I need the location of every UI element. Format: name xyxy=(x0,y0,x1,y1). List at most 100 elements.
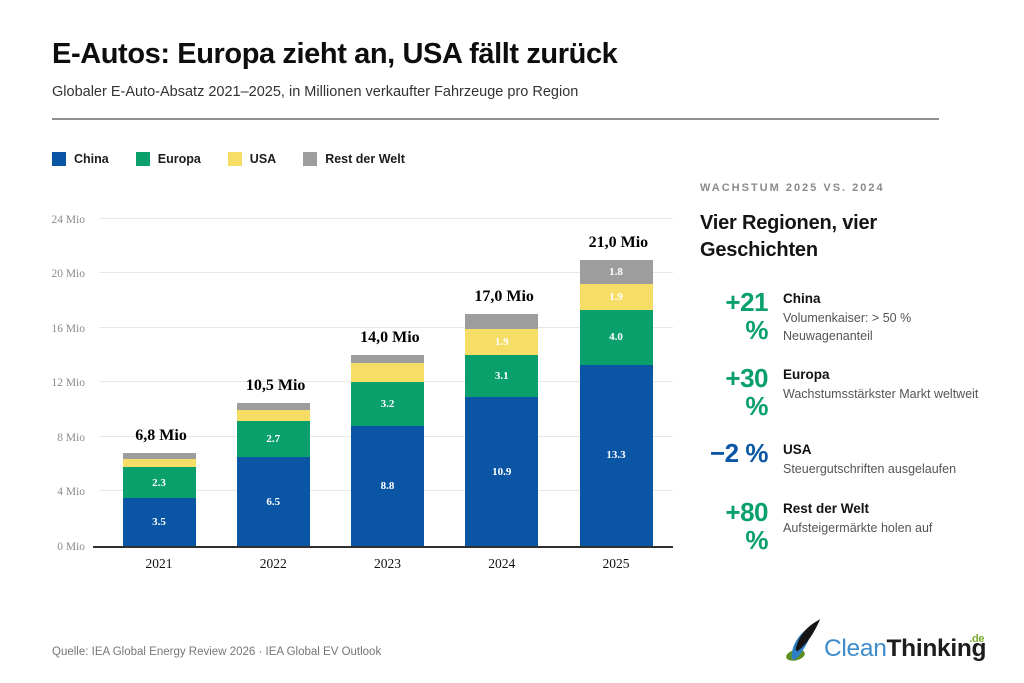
bar-total-label: 10,5 Mio xyxy=(245,376,306,394)
legend-item: China xyxy=(52,152,109,166)
stacked-bar-chart: 0 Mio 4 Mio 8 Mio 12 Mio 16 Mio 20 Mio 24 Mio 3… xyxy=(51,210,673,571)
page-subtitle: Globaler E-Auto-Absatz 2021–2025, in Mil… xyxy=(52,84,579,100)
bar-stack: 6.5 2.7 xyxy=(236,402,310,546)
segment-value-label: 10.9 xyxy=(492,465,512,478)
bar-segment-europa: 3.2 xyxy=(351,382,424,427)
stat-row: +80 % Rest der Welt Aufsteigermärkte holen… xyxy=(700,496,992,555)
bar-segment-rest-der-welt xyxy=(465,314,539,330)
stat-row: +30 % Europa Wachstumsstärkster Markt welt… xyxy=(700,364,992,420)
stat-region-label: Europa xyxy=(783,367,830,383)
cleanthinking-logo: CleanThinking.de xyxy=(786,617,987,669)
logo-wordmark: CleanThinking.de xyxy=(824,632,987,669)
y-tick-label: 16 Mio xyxy=(51,322,85,335)
stat-region-label: USA xyxy=(783,442,812,458)
bar-segment-usa xyxy=(236,409,310,421)
bar-segment-rest-der-welt xyxy=(236,402,310,410)
stats-sidebar: WACHSTUM 2025 VS. 2024 Vier Regionen, vi… xyxy=(700,182,992,554)
segment-value-label: 1.9 xyxy=(494,336,509,349)
stat-row: −2 % USA Steuergutschriften ausgelaufen xyxy=(700,439,992,478)
bar-stack: 13.3 4.0 1.9 1.8 xyxy=(579,259,653,546)
chart-legend: China Europa USA Rest der Welt xyxy=(52,152,405,166)
stat-body: USA Steuergutschriften ausgelaufen xyxy=(783,439,991,478)
gridline xyxy=(99,272,673,274)
bar-segment-rest-der-welt xyxy=(351,355,424,364)
gridline xyxy=(99,326,673,328)
stat-value: +30 % xyxy=(725,363,768,422)
legend-swatch xyxy=(303,152,318,166)
legend-label: Europa xyxy=(157,152,201,166)
bar-segment-china: 6.5 xyxy=(236,457,310,546)
y-tick-label: 12 Mio xyxy=(51,377,85,390)
segment-value-label: 8.8 xyxy=(380,479,395,492)
bar-stack: 3.5 2.3 xyxy=(122,453,196,546)
sidebar-kicker: WACHSTUM 2025 VS. 2024 xyxy=(700,182,885,194)
y-tick-label: 0 Mio xyxy=(57,541,85,553)
stat-value: +80 % xyxy=(725,496,768,555)
segment-value-label: 1.8 xyxy=(609,265,623,278)
stat-body: China Volumenkaiser: > 50 % Neuwagenantei… xyxy=(783,288,991,345)
segment-value-label: 13.3 xyxy=(606,449,626,462)
bar-segment-china: 13.3 xyxy=(579,364,653,546)
stat-region-label: China xyxy=(783,291,821,306)
stat-region-label: Rest der Welt xyxy=(783,500,870,516)
stat-description: Volumenkaiser: > 50 % Neuwagenanteil xyxy=(783,311,912,344)
x-tick-label: 2025 xyxy=(602,556,630,571)
y-tick-label: 4 Mio xyxy=(57,486,85,499)
x-tick-label: 2021 xyxy=(145,556,173,571)
bar-segment-europa: 3.1 xyxy=(465,355,539,398)
sidebar-heading: Vier Regionen, vier Geschichten xyxy=(700,212,878,261)
bar-segment-rest-der-welt xyxy=(122,453,196,459)
x-tick-label: 2024 xyxy=(488,556,516,571)
y-tick-label: 8 Mio xyxy=(57,431,85,444)
bar-segment-rest-der-welt: 1.8 xyxy=(579,259,653,285)
x-tick-label: 2023 xyxy=(374,556,401,571)
logo-tld: .de xyxy=(969,632,985,645)
legend-label: China xyxy=(74,152,109,166)
bar-segment-usa xyxy=(351,363,424,383)
source-note: Quelle: IEA Global Energy Review 2026 · … xyxy=(52,646,382,658)
bar-segment-china: 8.8 xyxy=(351,426,424,546)
legend-item: USA xyxy=(227,152,276,166)
segment-value-label: 4.0 xyxy=(609,331,623,344)
stats-list: +21 % China Volumenkaiser: > 50 % Neuwagen… xyxy=(700,288,992,554)
bar-segment-usa: 1.9 xyxy=(579,284,653,311)
bar-stack: 8.8 3.2 xyxy=(351,355,424,546)
bar-segment-europa: 2.7 xyxy=(236,420,310,458)
segment-value-label: 6.5 xyxy=(266,495,281,508)
header-divider xyxy=(52,118,939,120)
bar-total-label: 6,8 Mio xyxy=(135,427,187,445)
bar-segment-usa xyxy=(122,458,196,467)
stat-description: Steuergutschriften ausgelaufen xyxy=(783,462,957,477)
stat-value: −2 % xyxy=(710,438,769,469)
logo-word-thinking: Thinking xyxy=(886,634,987,662)
segment-value-label: 3.5 xyxy=(152,515,166,528)
segment-value-label: 2.3 xyxy=(152,476,166,489)
segment-value-label: 1.9 xyxy=(609,291,623,304)
stat-body: Rest der Welt Aufsteigermärkte holen auf xyxy=(783,498,991,554)
stat-value: +21 % xyxy=(725,287,768,346)
legend-item: Europa xyxy=(135,152,201,166)
bar-total-label: 21,0 Mio xyxy=(588,233,649,251)
y-tick-label: 24 Mio xyxy=(51,213,85,226)
y-tick-label: 20 Mio xyxy=(51,268,85,281)
legend-item: Rest der Welt xyxy=(303,152,405,166)
legend-swatch xyxy=(135,152,150,166)
segment-value-label: 3.1 xyxy=(494,370,509,383)
bar-segment-china: 3.5 xyxy=(122,498,196,546)
stat-body: Europa Wachstumsstärkster Markt weltweit xyxy=(783,364,991,420)
x-tick-label: 2022 xyxy=(259,556,287,571)
stat-description: Aufsteigermärkte holen auf xyxy=(783,520,933,535)
stat-row: +21 % China Volumenkaiser: > 50 % Neuwagen… xyxy=(700,288,992,345)
bar-segment-europa: 2.3 xyxy=(122,466,196,499)
page-title: E-Autos: Europa zieht an, USA fällt zurü… xyxy=(52,38,618,70)
legend-swatch xyxy=(52,152,66,166)
legend-label: Rest der Welt xyxy=(325,152,405,166)
leaf-logo-icon xyxy=(786,617,824,668)
segment-value-label: 3.2 xyxy=(380,398,395,411)
bar-segment-china: 10.9 xyxy=(465,397,539,546)
bar-stack: 10.9 3.1 1.9 xyxy=(465,314,539,546)
bar-total-label: 17,0 Mio xyxy=(474,288,534,306)
legend-swatch xyxy=(227,152,242,166)
gridline xyxy=(99,217,673,219)
